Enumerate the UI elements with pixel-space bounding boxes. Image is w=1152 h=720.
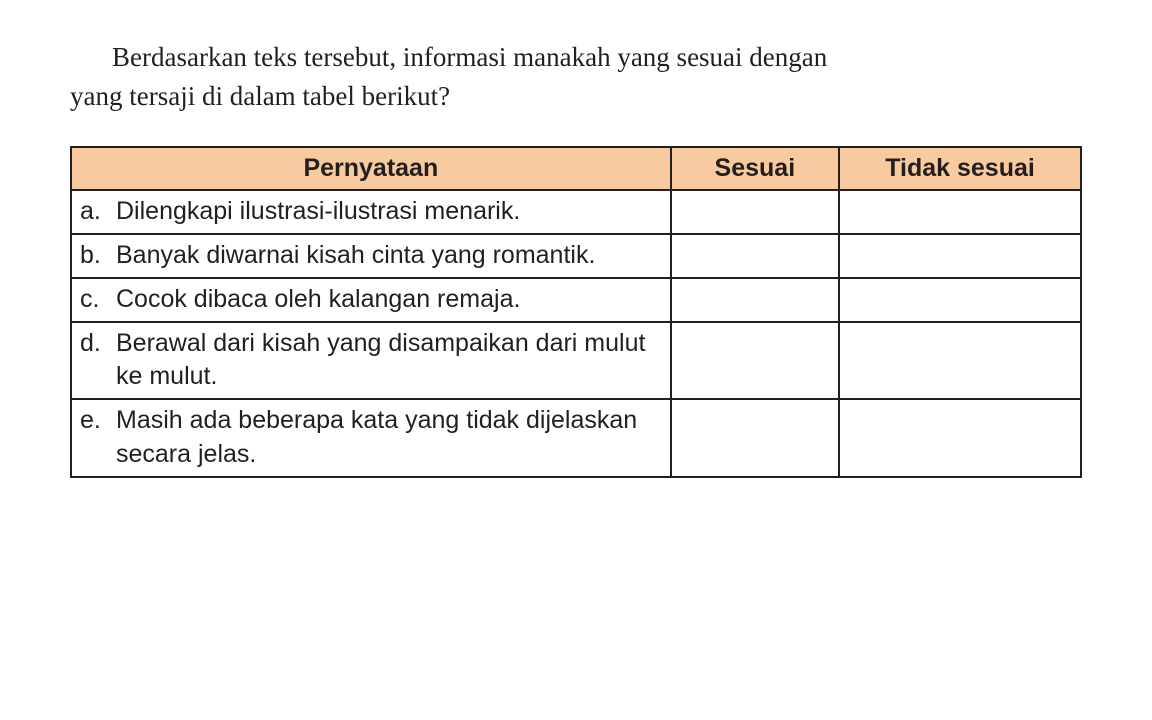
tidak-cell[interactable] [839,399,1081,477]
tidak-cell[interactable] [839,278,1081,322]
table-row: e. Masih ada beberapa kata yang tidak di… [71,399,1081,477]
row-letter: c. [80,283,116,317]
row-text: Cocok dibaca oleh kalangan remaja. [116,283,662,317]
header-sesuai: Sesuai [671,147,839,190]
exercise-table: Pernyataan Sesuai Tidak sesuai a. Dileng… [70,146,1082,477]
sesuai-cell[interactable] [671,234,839,278]
sesuai-cell[interactable] [671,190,839,234]
intro-line-2: yang tersaji di dalam tabel berikut? [70,81,450,111]
row-text: Masih ada beberapa kata yang tidak dijel… [116,404,662,472]
statement-cell: d. Berawal dari kisah yang disampaikan d… [71,322,671,400]
statement-cell: b. Banyak diwarnai kisah cinta yang roma… [71,234,671,278]
table-row: a. Dilengkapi ilustrasi-ilustrasi menari… [71,190,1081,234]
statement-cell: a. Dilengkapi ilustrasi-ilustrasi menari… [71,190,671,234]
header-statement: Pernyataan [71,147,671,190]
table-row: b. Banyak diwarnai kisah cinta yang roma… [71,234,1081,278]
table-header-row: Pernyataan Sesuai Tidak sesuai [71,147,1081,190]
tidak-cell[interactable] [839,322,1081,400]
table-row: d. Berawal dari kisah yang disampaikan d… [71,322,1081,400]
row-text: Berawal dari kisah yang disampaikan dari… [116,327,662,395]
table-row: c. Cocok dibaca oleh kalangan remaja. [71,278,1081,322]
sesuai-cell[interactable] [671,322,839,400]
sesuai-cell[interactable] [671,399,839,477]
intro-line-1: Berdasarkan teks tersebut, informasi man… [70,38,1082,77]
sesuai-cell[interactable] [671,278,839,322]
page-container: Berdasarkan teks tersebut, informasi man… [0,0,1152,478]
row-letter: e. [80,404,116,472]
intro-paragraph: Berdasarkan teks tersebut, informasi man… [70,38,1082,116]
statement-cell: e. Masih ada beberapa kata yang tidak di… [71,399,671,477]
statement-cell: c. Cocok dibaca oleh kalangan remaja. [71,278,671,322]
tidak-cell[interactable] [839,234,1081,278]
row-letter: a. [80,195,116,229]
header-tidak: Tidak sesuai [839,147,1081,190]
row-letter: d. [80,327,116,395]
tidak-cell[interactable] [839,190,1081,234]
row-text: Dilengkapi ilustrasi-ilustrasi menarik. [116,195,662,229]
row-text: Banyak diwarnai kisah cinta yang romanti… [116,239,662,273]
row-letter: b. [80,239,116,273]
